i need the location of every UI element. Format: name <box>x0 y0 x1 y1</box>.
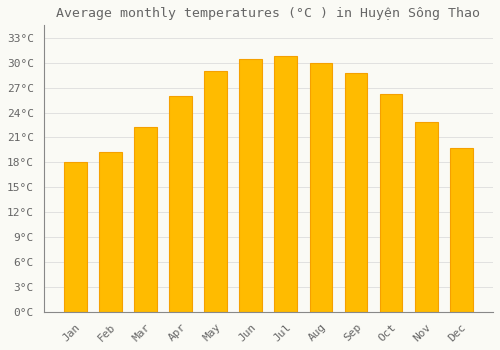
Bar <box>274 56 297 312</box>
Bar <box>99 152 122 312</box>
Bar <box>310 63 332 312</box>
Bar <box>204 71 227 312</box>
Bar <box>170 96 192 312</box>
Bar <box>134 127 157 312</box>
Bar <box>344 73 368 312</box>
Bar <box>415 122 438 312</box>
Bar <box>64 162 87 312</box>
Bar <box>450 148 472 312</box>
Title: Average monthly temperatures (°C ) in Huyện Sông Thao: Average monthly temperatures (°C ) in Hu… <box>56 7 480 20</box>
Bar <box>240 58 262 312</box>
Bar <box>380 94 402 312</box>
